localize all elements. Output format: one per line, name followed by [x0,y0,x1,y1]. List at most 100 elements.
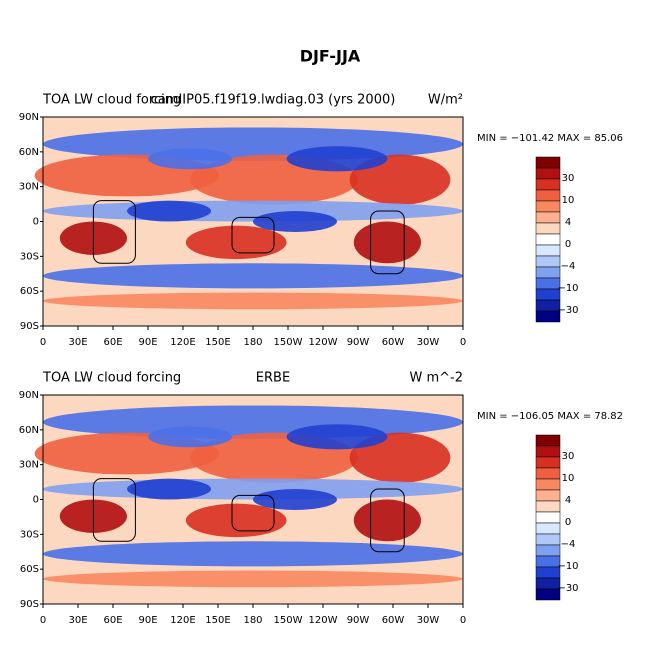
field-patch [43,200,463,222]
colorbar-label: 0 [565,239,571,250]
colorbar-box [535,489,561,502]
colorbar-box [535,500,561,513]
lon-label: 150W [274,337,303,348]
lon-label: 90E [138,615,157,626]
lon-label: 150E [205,615,230,626]
lat-label: 30N [19,182,39,193]
lon-label: 30E [68,337,87,348]
colorbar-box [535,200,561,213]
panel-units: W m^-2 [409,371,463,386]
colorbar-label: 4 [565,495,571,506]
lat-label: 0 [33,217,39,228]
lat-label: 90S [20,321,39,332]
colorbar-label: −4 [561,539,576,550]
continent-outline [92,478,136,542]
figure-title: DJF-JJA [300,47,361,66]
colorbar-box [535,566,561,579]
field-patch [127,478,211,500]
colorbar-box [535,244,561,257]
colorbar-box [535,588,561,601]
lon-label: 30W [417,337,440,348]
field-patch [253,489,337,510]
lat-label: 90N [19,112,39,123]
colorbar-box [535,167,561,180]
colorbar-box [535,255,561,268]
lat-label: 30S [20,529,39,540]
lat-label: 60N [19,147,39,158]
colorbar-box [535,288,561,301]
colorbar-label: 30 [562,173,575,184]
continent-outline [231,216,275,254]
lon-label: 60W [382,615,405,626]
lon-label: 150E [205,337,230,348]
field-patch [185,503,287,538]
colorbar-box [535,211,561,224]
field-patch [286,146,388,172]
lat-label: 60S [20,286,39,297]
lat-label: 60N [19,425,39,436]
lon-label: 120E [170,615,195,626]
panel-left-title: TOA LW cloud forcing [42,93,181,108]
lon-label: 60E [103,337,122,348]
lat-label: 0 [33,495,39,506]
field-patch [185,225,287,260]
map [34,116,464,327]
colorbar-label: −30 [557,305,578,316]
field-patch [353,499,421,542]
colorbar-label: 10 [562,195,575,206]
colorbar-box [535,178,561,191]
colorbar-box [535,277,561,290]
continent-outline [370,210,405,275]
field-patch [148,148,232,170]
colorbar-label: −30 [557,583,578,594]
field-patch [148,426,232,448]
lon-label: 180 [243,337,262,348]
field-patch [353,221,421,264]
lon-label: 120E [170,337,195,348]
colorbar-box [535,299,561,312]
lon-label: 60W [382,337,405,348]
lon-label: 120W [309,337,338,348]
colorbar-label: −4 [561,261,576,272]
panel-center-title: ERBE [256,371,290,386]
colorbar-box [535,189,561,202]
lon-label: 0 [460,337,466,348]
colorbar-box [535,222,561,235]
panel-units: W/m² [428,93,463,108]
colorbar-box [535,577,561,590]
colorbar-box [535,544,561,557]
field-patch [253,211,337,232]
continent-outline [92,200,136,264]
field-patch [43,570,463,588]
colorbar-box [535,456,561,469]
colorbar-box [535,434,561,447]
colorbar-box [535,266,561,279]
lon-label: 150W [274,615,303,626]
panel-center-title: camIIP05.f19f19.lwdiag.03 (yrs 2000) [151,93,396,108]
colorbar-box [535,522,561,535]
lon-label: 0 [460,615,466,626]
field-patch [127,200,211,222]
min-max: MIN = −106.05 MAX = 78.82 [477,411,623,422]
lat-label: 60S [20,564,39,575]
panel-left-title: TOA LW cloud forcing [42,371,181,386]
lon-label: 90W [347,337,370,348]
continent-outline [370,488,405,553]
lon-label: 30W [417,615,440,626]
lat-label: 90S [20,599,39,610]
lon-label: 30E [68,615,87,626]
colorbar-label: 10 [562,473,575,484]
colorbar-box [535,310,561,323]
colorbar-box [535,511,561,524]
continent-outline [231,494,275,532]
field-patch [43,541,463,567]
field-patch [286,424,388,450]
field-patch [349,154,451,205]
colorbar-box [535,233,561,246]
lat-label: 90N [19,390,39,401]
colorbar-label: −10 [557,561,578,572]
lon-label: 120W [309,615,338,626]
field-patch [349,432,451,483]
lat-label: 30S [20,251,39,262]
